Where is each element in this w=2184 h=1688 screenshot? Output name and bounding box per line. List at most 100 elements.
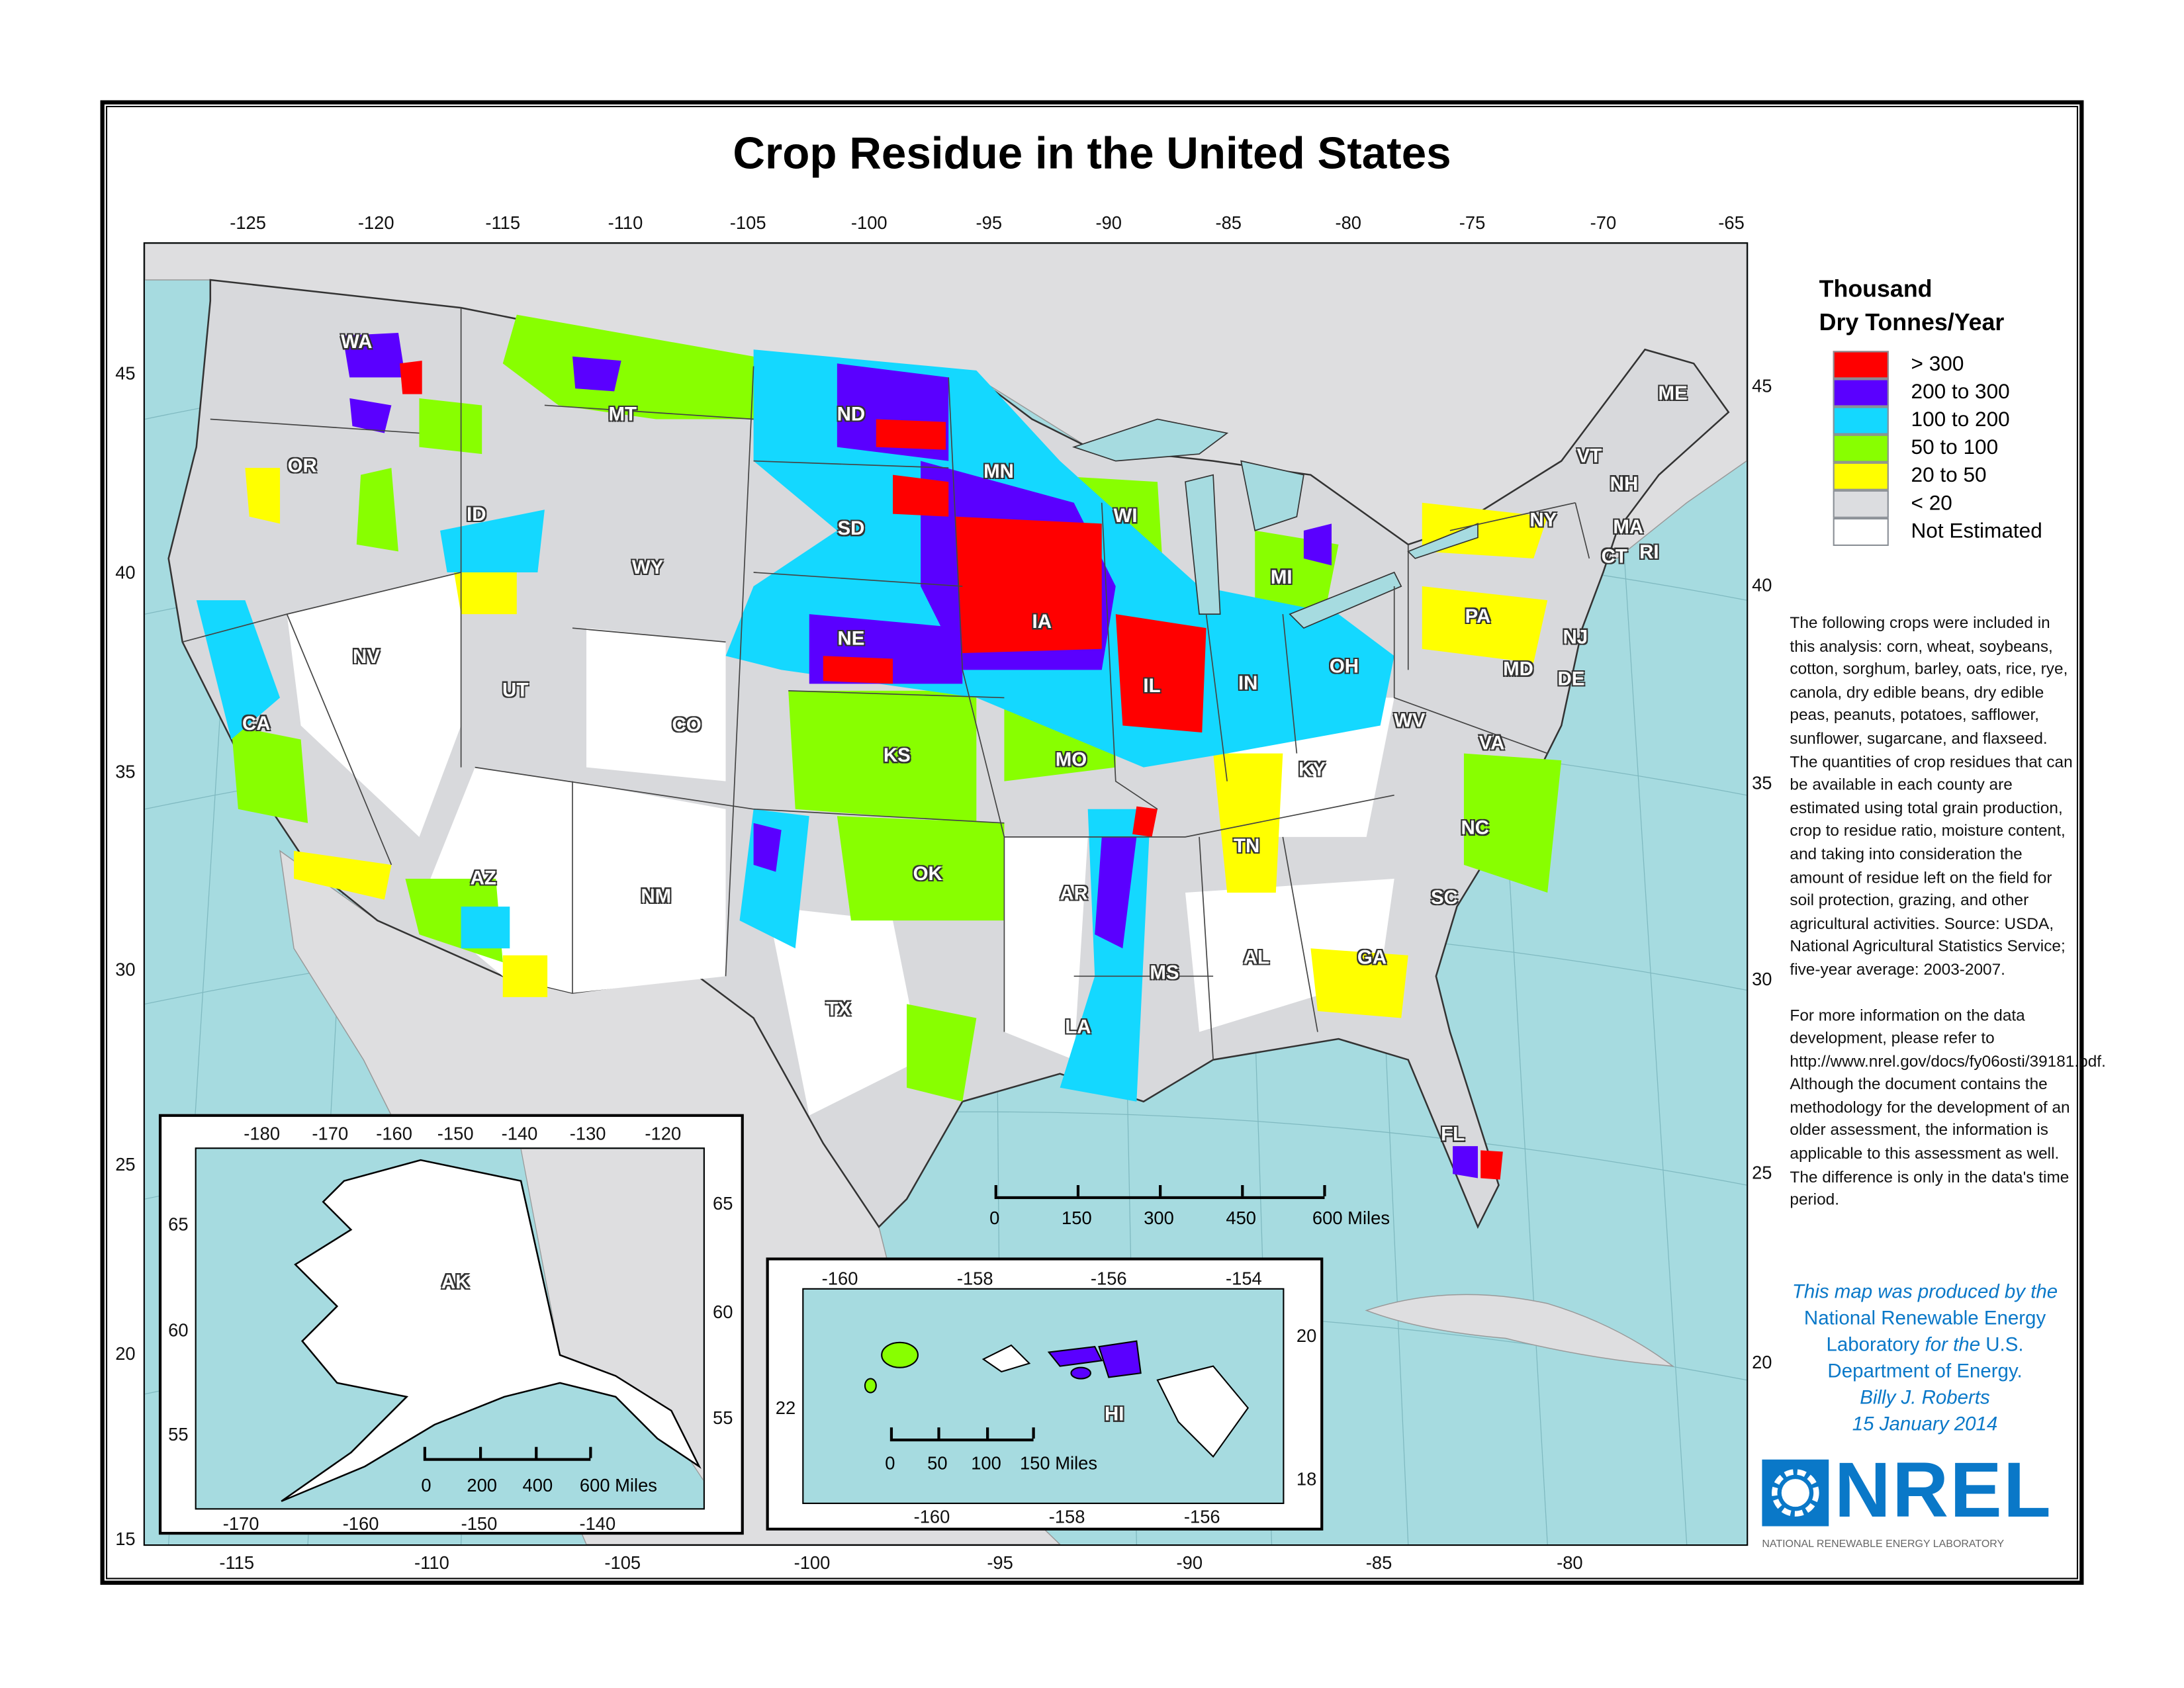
state-label-tx: TX xyxy=(826,997,851,1020)
nrel-sun-icon xyxy=(1762,1459,1829,1527)
state-label-tn: TN xyxy=(1233,834,1260,857)
hawaii-label: HI xyxy=(1104,1402,1124,1425)
latitude-label: 15 xyxy=(115,1528,136,1550)
alaska-land xyxy=(281,1159,702,1502)
scale-label: 300 xyxy=(1144,1207,1174,1229)
hawaii-map xyxy=(802,1288,1285,1504)
state-label-ga: GA xyxy=(1357,946,1387,968)
longitude-label: -160 xyxy=(376,1123,412,1144)
state-label-ky: KY xyxy=(1298,757,1326,780)
state-label-mn: MN xyxy=(983,459,1014,482)
scale-tick xyxy=(535,1446,538,1458)
map-canvas xyxy=(144,244,1747,1545)
state-label-ks: KS xyxy=(883,743,911,766)
state-label-de: DE xyxy=(1557,667,1585,689)
state-label-wi: WI xyxy=(1113,504,1138,527)
longitude-label: -150 xyxy=(437,1123,474,1144)
longitude-label: -120 xyxy=(645,1123,682,1144)
state-label-ri: RI xyxy=(1639,540,1659,563)
longitude-label: -85 xyxy=(1365,1552,1392,1574)
longitude-label: -125 xyxy=(230,212,267,234)
longitude-label: -90 xyxy=(1095,212,1122,234)
longitude-label: -156 xyxy=(1090,1268,1127,1289)
state-label-ok: OK xyxy=(913,862,942,885)
latitude-label: 55 xyxy=(713,1407,733,1429)
latitude-label: 55 xyxy=(168,1423,189,1445)
longitude-label: -105 xyxy=(604,1552,641,1574)
latitude-label: 25 xyxy=(1752,1162,1772,1183)
legend-label: 20 to 50 xyxy=(1911,463,1987,488)
state-label-la: LA xyxy=(1065,1015,1091,1038)
state-label-il: IL xyxy=(1143,674,1161,697)
latitude-label: 20 xyxy=(1752,1351,1772,1373)
state-label-vt: VT xyxy=(1576,444,1602,467)
latitude-label: 40 xyxy=(115,562,136,583)
state-label-wv: WV xyxy=(1394,709,1426,731)
longitude-label: -150 xyxy=(461,1513,498,1534)
scale-label: 0 xyxy=(885,1452,895,1474)
state-label-wy: WY xyxy=(631,555,664,578)
longitude-label: -110 xyxy=(608,212,643,234)
latitude-label: 60 xyxy=(168,1319,189,1341)
state-label-nc: NC xyxy=(1461,816,1490,838)
latitude-label: 18 xyxy=(1296,1468,1317,1489)
longitude-label: -170 xyxy=(312,1123,349,1144)
scale-label: 600 Miles xyxy=(579,1474,657,1496)
latitude-label: 65 xyxy=(168,1214,189,1235)
state-label-ct: CT xyxy=(1601,544,1627,567)
legend-swatch xyxy=(1833,351,1889,379)
latitude-label: 30 xyxy=(115,959,136,980)
longitude-label: -160 xyxy=(913,1506,950,1527)
scale-label: 0 xyxy=(989,1207,1000,1229)
scale-tick xyxy=(478,1446,482,1458)
scale-tick xyxy=(1032,1427,1035,1439)
alaska-inset[interactable]: -180 -170 -160 -150 -140 -130 -120 -170 -160 -150… xyxy=(158,1114,744,1535)
latitude-label: 25 xyxy=(115,1153,136,1175)
latitude-label: 45 xyxy=(1752,375,1772,396)
scale-tick xyxy=(986,1427,989,1439)
longitude-label: -95 xyxy=(987,1552,1013,1574)
scale-tick xyxy=(1241,1185,1244,1196)
crop-residue-regions xyxy=(196,314,1562,1180)
longitude-label: -110 xyxy=(414,1552,449,1574)
state-label-ar: AR xyxy=(1060,881,1088,904)
scale-label: 50 xyxy=(927,1452,948,1474)
longitude-label: -105 xyxy=(729,212,766,234)
latitude-label: 20 xyxy=(115,1343,136,1364)
legend-label: > 300 xyxy=(1911,352,1964,377)
legend-swatch xyxy=(1833,517,1889,547)
scale-label: 600 Miles xyxy=(1312,1207,1390,1229)
state-borders xyxy=(182,308,1590,1060)
latitude-label: 35 xyxy=(1752,772,1772,793)
legend-label: 50 to 100 xyxy=(1911,435,1999,460)
state-label-id: ID xyxy=(467,502,486,525)
legend-label: Not Estimated xyxy=(1911,519,2042,543)
longitude-label: -80 xyxy=(1335,212,1362,234)
hawaii-inset[interactable]: -160 -158 -156 -154 -160 -158 -156 22 20 18 HI 0 50 1… xyxy=(766,1257,1324,1531)
state-label-fl: FL xyxy=(1441,1122,1465,1145)
scale-tick xyxy=(1159,1185,1162,1196)
legend-swatch xyxy=(1833,378,1889,407)
description-paragraph: The following crops were included in thi… xyxy=(1790,614,2073,979)
state-label-oh: OH xyxy=(1329,654,1359,677)
hawaii-scale-bar xyxy=(889,1427,1034,1442)
map-title: Crop Residue in the United States xyxy=(733,128,1451,179)
latitude-label: 30 xyxy=(1752,968,1772,990)
state-label-mt: MT xyxy=(608,402,637,425)
longitude-label: -100 xyxy=(850,212,887,234)
state-label-ms: MS xyxy=(1150,961,1179,983)
longitude-label: -158 xyxy=(1048,1506,1085,1527)
longitude-label: -154 xyxy=(1226,1268,1262,1289)
state-label-ia: IA xyxy=(1032,609,1052,633)
scale-tick xyxy=(1076,1185,1080,1196)
state-label-nd: ND xyxy=(837,402,866,425)
longitude-label: -75 xyxy=(1459,212,1486,234)
scale-label: 150 xyxy=(1062,1207,1092,1229)
longitude-label: -160 xyxy=(821,1268,858,1289)
latitude-label: 35 xyxy=(115,761,136,782)
scale-label: 0 xyxy=(421,1474,432,1496)
state-label-az: AZ xyxy=(470,866,496,889)
longitude-label: -65 xyxy=(1718,212,1745,234)
longitude-label: -140 xyxy=(579,1513,616,1534)
longitude-label: -85 xyxy=(1215,212,1242,234)
